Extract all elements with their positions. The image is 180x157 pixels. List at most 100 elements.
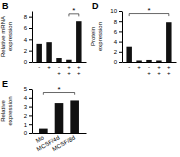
y-tick: 4 bbox=[24, 37, 32, 43]
annotations: * bbox=[43, 85, 74, 95]
x-tick-label-line: + bbox=[77, 70, 81, 76]
y-tick: 5 bbox=[24, 86, 32, 92]
x-tick-label-line: - bbox=[38, 64, 40, 70]
x-tick: ++ bbox=[67, 64, 71, 76]
bar bbox=[70, 100, 79, 133]
y-tick-mark bbox=[119, 62, 122, 63]
y-tick-label: 4 bbox=[24, 37, 28, 43]
y-tick-mark bbox=[29, 28, 32, 29]
y-tick-mark bbox=[29, 115, 32, 116]
y-tick: 8 bbox=[114, 19, 122, 25]
y-tick-label: 8 bbox=[114, 19, 118, 25]
bars bbox=[39, 100, 79, 133]
x-tick-label: - bbox=[38, 64, 40, 70]
x-tick: + bbox=[137, 64, 141, 70]
bar bbox=[56, 58, 61, 62]
y-tick-label: 10 bbox=[110, 8, 117, 14]
y-tick: 3 bbox=[24, 104, 32, 110]
y-tick: 0 bbox=[24, 130, 32, 136]
y-tick-mark bbox=[29, 98, 32, 99]
bar bbox=[55, 103, 64, 133]
y-tick-mark bbox=[119, 21, 122, 22]
x-tick: ++ bbox=[157, 64, 161, 76]
bar bbox=[156, 60, 161, 62]
x-tick: ++ bbox=[167, 64, 171, 76]
bar bbox=[39, 129, 48, 133]
y-tick-label: 0 bbox=[24, 59, 28, 65]
y-tick: 8 bbox=[24, 14, 32, 20]
plot: 02468-+-+++++Relative mRNAexpression* bbox=[0, 6, 87, 76]
x-tick-label: ++ bbox=[77, 64, 81, 76]
x-tick-label: - bbox=[128, 64, 130, 70]
y-axis: 02468 bbox=[24, 12, 33, 66]
x-tick-label-line: - bbox=[128, 64, 130, 70]
y-label-line: expression bbox=[7, 96, 13, 125]
y-label: Relativeexpression bbox=[0, 96, 13, 125]
x-tick: ++ bbox=[77, 64, 81, 76]
y-tick-mark bbox=[29, 39, 32, 40]
panel: 0246810-+-+++++Proteinexpression*D bbox=[90, 1, 177, 76]
y-tick: 0 bbox=[24, 59, 32, 65]
bars bbox=[126, 22, 171, 62]
x-tick-label-line: + bbox=[137, 64, 141, 70]
x-axis-line bbox=[33, 62, 87, 63]
y-tick-mark bbox=[29, 17, 32, 18]
panel-title: B bbox=[2, 1, 9, 11]
y-tick-mark bbox=[29, 51, 32, 52]
y-tick-label: 8 bbox=[24, 14, 28, 20]
y-tick-label: 2 bbox=[114, 49, 118, 55]
bar bbox=[126, 47, 131, 62]
x-tick-label: + bbox=[137, 64, 141, 70]
x-tick: -+ bbox=[57, 64, 61, 76]
y-axis-line bbox=[122, 12, 123, 63]
y-label-line: expression bbox=[97, 22, 103, 51]
y-tick: 6 bbox=[24, 25, 32, 31]
x-tick-label: ++ bbox=[157, 64, 161, 76]
x-tick-label: -+ bbox=[57, 64, 61, 76]
y-tick-mark bbox=[119, 31, 122, 32]
y-tick: 0 bbox=[114, 59, 122, 65]
y-tick: 6 bbox=[114, 29, 122, 35]
x-tick-label: MCSF/8d bbox=[51, 134, 76, 152]
y-axis: 0 2 4 6 8 10 bbox=[110, 8, 122, 65]
y-axis-line bbox=[32, 12, 33, 63]
x-axis: -+-+++++ bbox=[33, 63, 87, 77]
y-label-line: Relative mRNA bbox=[0, 16, 6, 57]
x-tick-label-line: + bbox=[67, 70, 71, 76]
x-axis: -+-+++++ bbox=[123, 63, 177, 77]
x-tick: + bbox=[47, 64, 51, 70]
x-axis-line bbox=[33, 133, 87, 134]
significance-label: * bbox=[72, 6, 75, 15]
y-tick: 2 bbox=[24, 113, 32, 119]
x-tick: MCSF/8d bbox=[51, 134, 76, 152]
y-label-line: Relative bbox=[0, 100, 6, 122]
x-tick-label-line: + bbox=[147, 70, 151, 76]
bars bbox=[36, 21, 81, 62]
y-tick-label: 4 bbox=[24, 95, 28, 101]
x-tick-label-line: + bbox=[57, 70, 61, 76]
significance-label: * bbox=[57, 85, 60, 94]
annotations: * bbox=[129, 6, 169, 16]
y-label: Relative mRNAexpression bbox=[0, 16, 13, 57]
y-tick-label: 0 bbox=[114, 59, 118, 65]
x-tick: - bbox=[128, 64, 130, 70]
bar bbox=[46, 42, 51, 62]
bar bbox=[166, 22, 171, 62]
y-tick-mark bbox=[29, 89, 32, 90]
y-tick: 4 bbox=[114, 39, 122, 45]
y-tick-mark bbox=[119, 42, 122, 43]
y-tick-label: 0 bbox=[24, 130, 28, 136]
y-tick: 4 bbox=[24, 95, 32, 101]
y-tick-mark bbox=[119, 52, 122, 53]
bar bbox=[146, 60, 151, 62]
y-tick-label: 4 bbox=[114, 39, 118, 45]
bar bbox=[36, 44, 41, 62]
panel-title: E bbox=[2, 79, 8, 89]
y-tick-mark bbox=[119, 11, 122, 12]
y-tick-label: 5 bbox=[24, 86, 28, 92]
x-tick-label: + bbox=[47, 64, 51, 70]
y-axis-line bbox=[32, 90, 33, 134]
y-tick: 2 bbox=[114, 49, 122, 55]
y-tick-mark bbox=[29, 107, 32, 108]
y-tick: 1 bbox=[24, 122, 32, 128]
